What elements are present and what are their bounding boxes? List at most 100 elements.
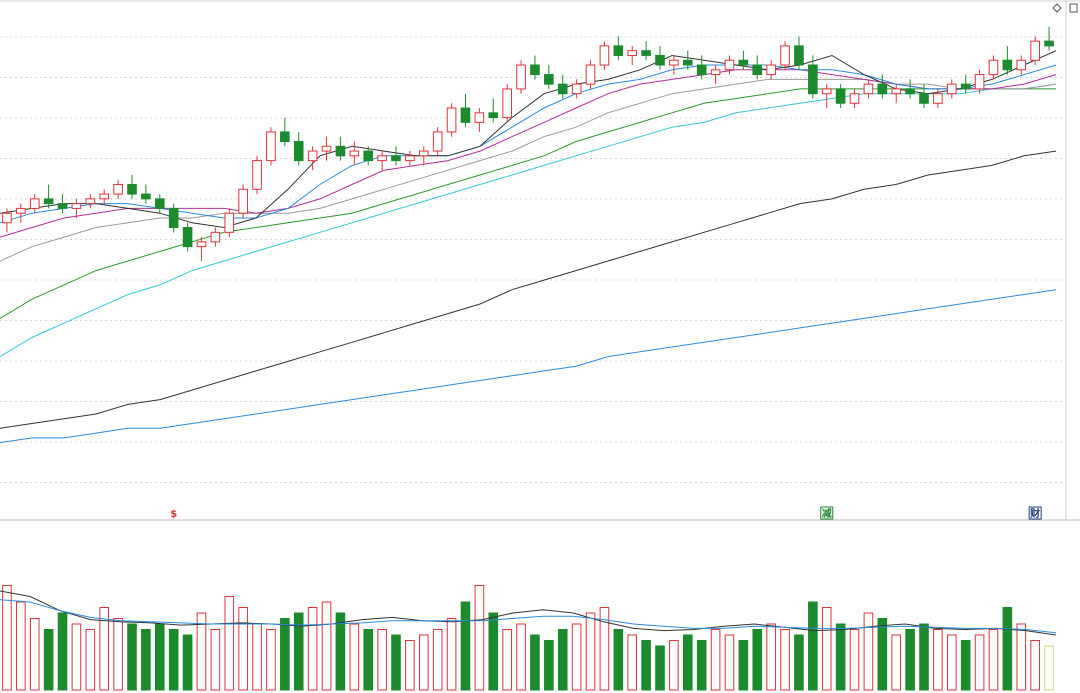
volume-bar[interactable] (919, 623, 929, 691)
volume-bar[interactable] (127, 623, 137, 691)
volume-bar[interactable] (724, 634, 735, 691)
candle[interactable] (794, 45, 804, 66)
candle[interactable] (418, 150, 429, 157)
volume-bar[interactable] (293, 612, 304, 691)
diamond-icon[interactable] (1052, 3, 1062, 13)
candle[interactable] (933, 93, 943, 104)
candle[interactable] (919, 93, 929, 104)
volume-bar[interactable] (432, 629, 443, 691)
volume-bar[interactable] (29, 618, 40, 691)
volume-bar[interactable] (238, 607, 248, 691)
volume-bar[interactable] (182, 634, 193, 691)
volume-bar[interactable] (835, 623, 846, 691)
candle[interactable] (613, 45, 624, 56)
candle[interactable] (127, 184, 137, 195)
volume-bar[interactable] (224, 596, 235, 691)
volume-bar[interactable] (849, 629, 860, 691)
volume-bar[interactable] (933, 629, 943, 691)
candle[interactable] (960, 83, 971, 90)
volume-bar[interactable] (16, 601, 26, 691)
candle[interactable] (474, 112, 485, 123)
candle[interactable] (627, 50, 638, 56)
volume-bar[interactable] (891, 634, 902, 691)
candle[interactable] (405, 155, 415, 162)
volume-bar[interactable] (113, 618, 123, 691)
candle[interactable] (738, 59, 749, 66)
candle[interactable] (780, 45, 790, 66)
volume-bar[interactable] (1002, 607, 1013, 691)
candle[interactable] (488, 112, 499, 119)
candle[interactable] (669, 59, 679, 66)
candle[interactable] (988, 59, 999, 76)
volume-bar[interactable] (1030, 640, 1040, 691)
volume-bar[interactable] (446, 618, 457, 691)
volume-bar[interactable] (154, 623, 165, 691)
volume-bar[interactable] (377, 629, 387, 691)
volume-bar[interactable] (168, 629, 179, 691)
candle[interactable] (307, 150, 318, 162)
volume-bar[interactable] (196, 612, 207, 691)
volume-bar[interactable] (599, 607, 610, 691)
candle[interactable] (835, 88, 846, 104)
volume-bar[interactable] (571, 623, 582, 691)
volume-bar[interactable] (738, 640, 749, 691)
candle[interactable] (99, 193, 110, 200)
volume-bar[interactable] (530, 634, 540, 691)
volume-bar[interactable] (1044, 645, 1054, 691)
candle[interactable] (808, 64, 818, 95)
candle[interactable] (557, 83, 568, 95)
candle[interactable] (877, 83, 888, 95)
volume-bar[interactable] (321, 601, 332, 691)
candle[interactable] (502, 88, 512, 119)
candle[interactable] (196, 241, 207, 248)
candle[interactable] (1016, 59, 1027, 71)
volume-bar[interactable] (544, 640, 554, 691)
volume-bar[interactable] (71, 623, 82, 691)
candle[interactable] (141, 193, 151, 200)
volume-bar[interactable] (210, 629, 221, 691)
volume-bar[interactable] (808, 601, 818, 691)
candle[interactable] (57, 203, 68, 209)
candle[interactable] (349, 150, 360, 157)
volume-bar[interactable] (1016, 623, 1027, 691)
candle[interactable] (432, 131, 443, 152)
candle[interactable] (863, 83, 874, 95)
candle[interactable] (224, 212, 235, 233)
volume-bar[interactable] (585, 612, 596, 691)
candle[interactable] (43, 198, 54, 205)
volume-bar[interactable] (780, 629, 790, 691)
event-marker[interactable]: 减 (822, 507, 832, 520)
volume-bar[interactable] (877, 618, 888, 691)
volume-bar[interactable] (960, 640, 971, 691)
candle[interactable] (321, 145, 332, 152)
volume-bar[interactable] (266, 629, 276, 691)
candle[interactable] (696, 64, 707, 76)
volume-bar[interactable] (418, 634, 429, 691)
candle[interactable] (363, 150, 374, 162)
candle[interactable] (168, 207, 179, 229)
volume-bar[interactable] (141, 629, 151, 691)
candle[interactable] (599, 45, 610, 66)
panel-toggle-icon[interactable] (1069, 3, 1078, 13)
volume-bar[interactable] (85, 629, 96, 691)
volume-bar[interactable] (280, 618, 290, 691)
volume-bar[interactable] (641, 640, 651, 691)
volume-bar[interactable] (405, 640, 415, 691)
candle[interactable] (29, 198, 40, 209)
volume-bar[interactable] (905, 629, 915, 691)
volume-bar[interactable] (766, 623, 776, 691)
volume-bar[interactable] (682, 634, 693, 691)
candle[interactable] (377, 155, 387, 162)
event-marker[interactable]: 财 (1029, 507, 1040, 520)
candle[interactable] (891, 88, 902, 95)
volume-bar[interactable] (43, 629, 54, 691)
candle[interactable] (905, 88, 915, 95)
candle[interactable] (682, 59, 693, 66)
volume-bar[interactable] (252, 623, 262, 691)
candle[interactable] (210, 231, 221, 243)
candle[interactable] (571, 83, 582, 95)
volume-bar[interactable] (460, 601, 471, 691)
candle[interactable] (182, 227, 193, 248)
volume-bar[interactable] (752, 629, 763, 691)
